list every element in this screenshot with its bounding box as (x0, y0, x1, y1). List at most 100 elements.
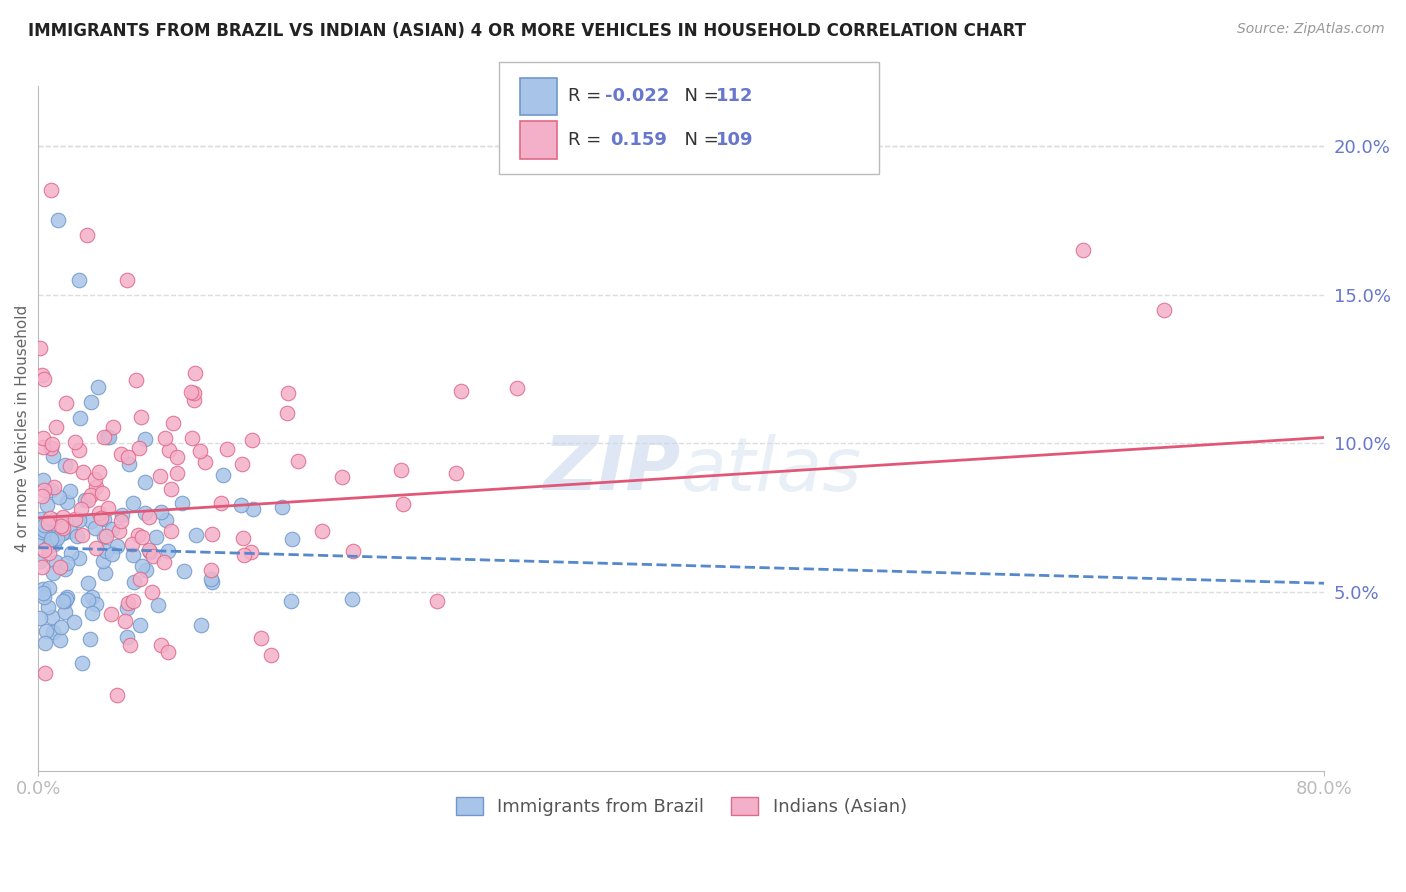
Point (39, 483, 62, 498)
Point (129, 409, 152, 424)
Point (131, 559, 153, 574)
Text: R =: R = (568, 131, 613, 149)
Point (389, 463, 412, 477)
Point (37, 599, 59, 614)
Point (1071, 243, 1094, 257)
Point (172, 495, 194, 509)
Point (32, 431, 55, 445)
Point (84, 472, 107, 486)
Point (340, 591, 363, 606)
Point (157, 443, 180, 458)
Point (39, 184, 62, 198)
Point (42, 449, 65, 463)
Point (38, 510, 60, 524)
Point (201, 526, 224, 541)
Text: 0.159: 0.159 (610, 131, 666, 149)
Point (135, 563, 157, 577)
Point (28, 611, 51, 625)
Point (44, 537, 66, 551)
Point (37, 516, 59, 530)
Point (146, 598, 169, 612)
Point (69, 501, 91, 516)
Point (44, 480, 66, 494)
Point (311, 524, 333, 538)
Point (42, 530, 65, 544)
Legend: Immigrants from Brazil, Indians (Asian): Immigrants from Brazil, Indians (Asian) (449, 789, 914, 823)
Point (77, 492, 100, 507)
Point (32, 585, 55, 599)
Point (65, 529, 87, 543)
Point (32, 523, 55, 537)
Point (44, 513, 66, 527)
Point (100, 547, 122, 561)
Point (122, 548, 145, 562)
Point (149, 505, 172, 519)
Point (35, 624, 58, 639)
Point (240, 544, 263, 558)
Text: ZIP: ZIP (544, 434, 682, 506)
Point (53, 605, 76, 619)
Point (31, 489, 53, 503)
Point (38, 582, 60, 596)
Point (1153, 302, 1175, 317)
Point (231, 498, 253, 512)
Point (450, 384, 472, 398)
Point (56, 495, 79, 509)
Point (105, 689, 128, 703)
Point (37, 540, 59, 554)
Point (51, 519, 73, 533)
Point (97, 429, 120, 443)
Point (101, 420, 124, 434)
Point (111, 508, 134, 522)
Point (79, 632, 101, 646)
Point (108, 524, 131, 538)
Point (110, 514, 132, 528)
Text: 112: 112 (716, 87, 754, 105)
Point (233, 548, 256, 562)
Point (159, 524, 181, 538)
Point (39, 532, 62, 546)
Point (97, 501, 120, 516)
Point (87, 465, 110, 479)
Point (118, 457, 141, 471)
Point (87, 380, 110, 394)
Point (330, 470, 353, 484)
Text: N =: N = (673, 131, 725, 149)
Point (58, 459, 80, 474)
Point (90, 486, 112, 500)
Point (39, 441, 62, 455)
Point (53, 458, 76, 472)
Point (34, 483, 56, 498)
Point (51, 526, 73, 541)
Point (115, 601, 138, 615)
Point (96, 430, 118, 444)
Point (156, 645, 179, 659)
Point (45, 420, 67, 434)
Point (392, 497, 415, 511)
Text: 109: 109 (716, 131, 754, 149)
Point (125, 373, 148, 387)
Point (209, 495, 232, 509)
Point (160, 482, 183, 496)
Point (65, 512, 87, 526)
Point (30, 512, 52, 526)
Point (53, 562, 76, 576)
Point (91, 554, 114, 568)
Point (52, 517, 75, 532)
Point (200, 563, 222, 577)
Point (72, 656, 94, 670)
Point (188, 443, 211, 458)
Point (72, 465, 94, 479)
Text: R =: R = (568, 87, 607, 105)
Point (166, 466, 188, 480)
Point (134, 506, 156, 520)
Point (129, 617, 152, 632)
Point (122, 574, 145, 589)
Point (100, 522, 122, 536)
Point (42, 625, 65, 640)
Point (186, 528, 208, 542)
Point (80, 514, 103, 528)
Point (240, 433, 263, 447)
Point (30, 342, 52, 356)
Point (127, 527, 149, 541)
